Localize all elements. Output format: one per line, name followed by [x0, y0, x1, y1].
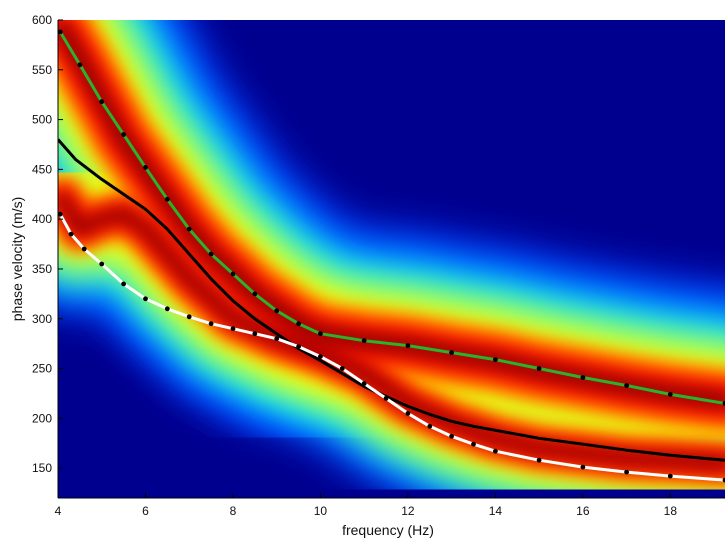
series-point-1-5 — [164, 196, 170, 202]
series-point-2-11 — [274, 336, 280, 342]
series-layer — [58, 29, 725, 483]
series-point-2-9 — [230, 326, 236, 332]
y-tick-label-8: 550 — [32, 63, 52, 77]
plot-area — [58, 20, 725, 498]
series-point-2-0 — [58, 211, 63, 217]
y-tick-label-3: 300 — [32, 312, 52, 326]
x-tick-label-7: 18 — [664, 504, 678, 518]
y-tick-label-9: 600 — [32, 13, 52, 27]
series-point-2-5 — [143, 296, 148, 302]
series-point-1-17 — [536, 366, 542, 371]
series-point-1-7 — [208, 251, 214, 257]
series-point-2-26 — [722, 477, 725, 483]
x-tick-label-3: 10 — [314, 504, 328, 518]
y-tick-label-6: 450 — [32, 162, 52, 176]
series-point-1-18 — [580, 375, 586, 380]
x-tick-label-2: 8 — [230, 504, 237, 518]
series-point-1-8 — [230, 271, 236, 277]
series-point-2-14 — [339, 366, 345, 371]
series-point-2-17 — [405, 411, 411, 416]
series-point-1-11 — [296, 321, 301, 327]
series-point-1-0 — [58, 29, 63, 35]
series-point-2-13 — [318, 354, 323, 359]
series-point-1-21 — [722, 401, 725, 406]
x-tick-label-5: 14 — [489, 504, 503, 518]
series-point-2-1 — [68, 231, 74, 237]
series-point-2-4 — [121, 281, 126, 287]
heat-band-1-6 — [58, 192, 725, 470]
series-point-1-14 — [405, 343, 411, 348]
series-point-1-9 — [252, 291, 258, 297]
series-point-2-25 — [667, 473, 673, 479]
series-line-0 — [58, 138, 725, 462]
series-point-1-6 — [186, 226, 192, 232]
series-point-2-2 — [81, 246, 87, 252]
y-axis-label: phase velocity (m/s) — [9, 197, 25, 321]
axes: 4 6 8 10 12 14 16 18 150 200 250 300 350 400 450 500 55… — [9, 13, 725, 538]
y-tick-label-2: 250 — [32, 362, 52, 376]
series-point-1-4 — [143, 165, 148, 170]
series-line-1 — [58, 31, 725, 405]
series-point-1-15 — [449, 350, 454, 355]
series-point-1-12 — [318, 331, 323, 337]
series-point-2-15 — [361, 381, 367, 386]
series-point-2-3 — [99, 261, 105, 267]
x-tick-label-0: 4 — [55, 504, 62, 518]
y-tick-label-4: 350 — [32, 262, 52, 276]
x-axis-label: frequency (Hz) — [342, 522, 434, 538]
x-tick-label-6: 16 — [576, 504, 590, 518]
series-point-1-19 — [624, 383, 629, 388]
series-point-1-16 — [493, 357, 498, 362]
series-point-2-22 — [536, 457, 542, 463]
y-tick-label-0: 150 — [32, 461, 52, 475]
series-point-2-21 — [493, 448, 498, 454]
series-point-1-10 — [274, 308, 280, 314]
y-tick-label-5: 400 — [32, 212, 52, 226]
series-point-1-2 — [99, 99, 105, 105]
series-point-2-7 — [186, 314, 192, 320]
series-point-2-8 — [208, 321, 214, 327]
series-point-2-12 — [296, 344, 301, 349]
series-point-1-1 — [77, 62, 83, 68]
x-tick-label-4: 12 — [401, 504, 415, 518]
series-point-2-18 — [427, 423, 433, 429]
series-point-2-20 — [471, 441, 476, 447]
series-point-1-3 — [121, 132, 126, 137]
series-point-2-24 — [624, 469, 629, 475]
y-tick-label-7: 500 — [32, 113, 52, 127]
series-point-2-19 — [449, 433, 454, 439]
series-point-2-6 — [164, 306, 170, 312]
series-point-1-20 — [667, 392, 673, 397]
y-tick-label-1: 200 — [32, 411, 52, 425]
y-ticks: 150 200 250 300 350 400 450 500 550 600 — [32, 13, 63, 475]
series-point-1-13 — [361, 338, 367, 344]
series-point-2-10 — [252, 331, 258, 337]
x-tick-label-1: 6 — [142, 504, 149, 518]
series-point-2-16 — [383, 396, 389, 401]
series-point-2-23 — [580, 464, 586, 470]
x-ticks: 4 6 8 10 12 14 16 18 — [55, 493, 678, 518]
